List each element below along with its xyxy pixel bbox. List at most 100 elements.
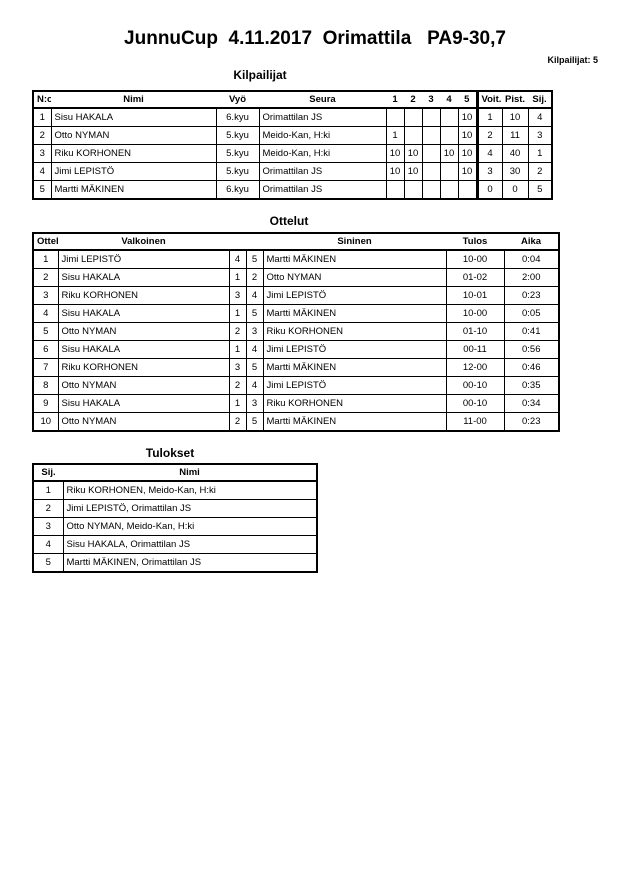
table-cell: 1 bbox=[228, 394, 247, 413]
table-cell: Jimi LEPISTÖ bbox=[262, 286, 447, 305]
column-header: Tulos bbox=[446, 233, 504, 251]
table-cell: 00-10 bbox=[445, 376, 505, 395]
table-cell: 0:04 bbox=[503, 249, 560, 269]
table-cell: 4 bbox=[245, 286, 264, 305]
table-cell: Riku KORHONEN bbox=[57, 286, 230, 305]
table-cell: 5 bbox=[245, 304, 264, 323]
column-header: 2 bbox=[404, 91, 422, 109]
match-row: 4 Sisu HAKALA 1 5 Martti MÄKINEN 10-00 0:05 bbox=[32, 304, 560, 323]
table-cell bbox=[403, 126, 423, 145]
table-cell: 3 bbox=[527, 126, 553, 145]
page-title: JunnuCup 4.11.2017 Orimattila PA9-30,7 bbox=[124, 28, 506, 49]
table-cell: 4 bbox=[32, 535, 64, 554]
table-cell: Martti MÄKINEN bbox=[262, 358, 447, 377]
table-cell: 11 bbox=[501, 126, 529, 145]
table-cell: 4 bbox=[245, 340, 264, 359]
match-row: 2 Sisu HAKALA 1 2 Otto NYMAN 01-02 2:00 bbox=[32, 268, 560, 287]
table-cell: 0:05 bbox=[503, 304, 560, 323]
table-cell: 1 bbox=[228, 340, 247, 359]
table-cell: Jimi LEPISTÖ, Orimattilan JS bbox=[62, 499, 318, 518]
table-cell: Sisu HAKALA bbox=[50, 107, 217, 127]
table-cell: 5 bbox=[527, 180, 553, 200]
competitor-row: 3 Riku KORHONEN 5.kyu Meido-Kan, H:ki 10 10 10… bbox=[32, 144, 553, 163]
table-cell: 4 bbox=[527, 107, 553, 127]
table-cell: 1 bbox=[228, 304, 247, 323]
table-cell: 5.kyu bbox=[215, 162, 260, 181]
table-cell bbox=[421, 180, 441, 200]
table-cell: 10 bbox=[501, 107, 529, 127]
column-header: Nimi bbox=[63, 464, 317, 482]
table-cell: Riku KORHONEN, Meido-Kan, H:ki bbox=[62, 480, 318, 500]
table-cell: 5 bbox=[32, 553, 64, 573]
table-cell: Jimi LEPISTÖ bbox=[50, 162, 217, 181]
column-header: 3 bbox=[422, 91, 440, 109]
result-row: 1 Riku KORHONEN, Meido-Kan, H:ki bbox=[32, 480, 318, 500]
competitor-row: 1 Sisu HAKALA 6.kyu Orimattilan JS 10 1 10 4 bbox=[32, 107, 553, 127]
table-cell: 10-01 bbox=[445, 286, 505, 305]
table-cell: 6.kyu bbox=[215, 180, 260, 200]
table-cell: 40 bbox=[501, 144, 529, 163]
table-cell: 01-10 bbox=[445, 322, 505, 341]
table-cell: 30 bbox=[501, 162, 529, 181]
table-cell: 3 bbox=[228, 286, 247, 305]
table-cell bbox=[403, 107, 423, 127]
table-cell bbox=[439, 107, 459, 127]
table-cell: 2 bbox=[245, 268, 264, 287]
table-cell: 10 bbox=[457, 144, 478, 163]
table-cell: Riku KORHONEN bbox=[57, 358, 230, 377]
table-cell: Sisu HAKALA, Orimattilan JS bbox=[62, 535, 318, 554]
table-cell bbox=[439, 126, 459, 145]
table-cell: 2 bbox=[228, 412, 247, 432]
table-cell: 10 bbox=[457, 162, 478, 181]
table-cell: 5.kyu bbox=[215, 144, 260, 163]
table-cell: Otto NYMAN bbox=[50, 126, 217, 145]
result-row: 4 Sisu HAKALA, Orimattilan JS bbox=[32, 535, 318, 554]
table-cell: 5 bbox=[245, 249, 264, 269]
table-cell: 3 bbox=[245, 394, 264, 413]
table-cell bbox=[439, 162, 459, 181]
table-cell: 10-00 bbox=[445, 249, 505, 269]
table-cell: 1 bbox=[228, 268, 247, 287]
column-header bbox=[246, 233, 263, 251]
table-cell: 2 bbox=[32, 126, 52, 145]
table-cell: Otto NYMAN bbox=[57, 322, 230, 341]
table-cell: 01-02 bbox=[445, 268, 505, 287]
table-cell: Meido-Kan, H:ki bbox=[258, 144, 387, 163]
table-cell: 3 bbox=[32, 517, 64, 536]
table-cell bbox=[421, 144, 441, 163]
table-cell: 8 bbox=[32, 376, 59, 395]
table-cell bbox=[403, 180, 423, 200]
table-cell: 4 bbox=[475, 144, 503, 163]
table-cell: 10 bbox=[457, 126, 478, 145]
column-header: Valkoinen bbox=[58, 233, 229, 251]
table-cell: 3 bbox=[32, 286, 59, 305]
table-cell: 1 bbox=[32, 249, 59, 269]
table-cell: Sisu HAKALA bbox=[57, 340, 230, 359]
table-cell: 0 bbox=[475, 180, 503, 200]
column-header: N:o bbox=[33, 91, 51, 109]
table-cell bbox=[385, 107, 405, 127]
table-cell: 0:41 bbox=[503, 322, 560, 341]
table-cell: 7 bbox=[32, 358, 59, 377]
result-row: 5 Martti MÄKINEN, Orimattilan JS bbox=[32, 553, 318, 573]
table-cell: 2 bbox=[527, 162, 553, 181]
table-cell: 1 bbox=[32, 107, 52, 127]
column-header: 4 bbox=[440, 91, 458, 109]
table-cell: 00-10 bbox=[445, 394, 505, 413]
match-row: 1 Jimi LEPISTÖ 4 5 Martti MÄKINEN 10-00 0:04 bbox=[32, 249, 560, 269]
table-cell: Martti MÄKINEN bbox=[262, 412, 447, 432]
table-cell: Martti MÄKINEN bbox=[262, 304, 447, 323]
table-cell: 5 bbox=[32, 180, 52, 200]
column-header: Ottelu bbox=[33, 233, 58, 251]
table-cell: 3 bbox=[245, 322, 264, 341]
column-header: Sininen bbox=[263, 233, 446, 251]
column-header: Pist. bbox=[502, 91, 528, 109]
table-cell: 0 bbox=[501, 180, 529, 200]
column-header: Sij. bbox=[33, 464, 63, 482]
results-table: Sij. Nimi 1 Riku KORHONEN, Meido-Kan, H:ki… bbox=[32, 463, 318, 573]
table-cell: Otto NYMAN bbox=[57, 376, 230, 395]
table-cell: Orimattilan JS bbox=[258, 162, 387, 181]
table-cell: 2 bbox=[32, 268, 59, 287]
table-cell: 0:23 bbox=[503, 286, 560, 305]
table-cell bbox=[439, 180, 459, 200]
